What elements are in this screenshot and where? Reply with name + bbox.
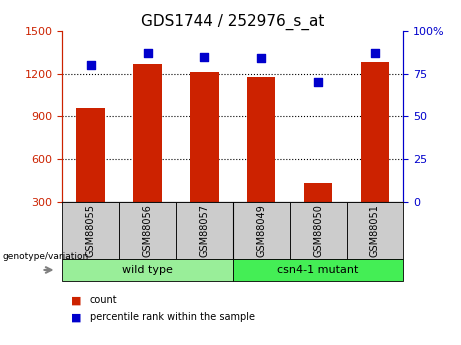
Bar <box>304 183 332 202</box>
Bar <box>347 202 403 259</box>
Point <box>201 54 208 59</box>
Bar <box>62 259 233 281</box>
Bar <box>119 202 176 259</box>
Bar <box>361 62 389 202</box>
Point <box>314 80 322 85</box>
Text: ■: ■ <box>71 295 82 305</box>
Text: percentile rank within the sample: percentile rank within the sample <box>90 313 255 322</box>
Bar <box>190 72 219 202</box>
Text: genotype/variation: genotype/variation <box>2 252 89 261</box>
Bar <box>176 202 233 259</box>
Title: GDS1744 / 252976_s_at: GDS1744 / 252976_s_at <box>141 13 325 30</box>
Bar <box>62 202 119 259</box>
Text: GSM88050: GSM88050 <box>313 204 323 257</box>
Bar <box>77 108 105 202</box>
Text: GSM88051: GSM88051 <box>370 204 380 257</box>
Text: GSM88055: GSM88055 <box>86 204 96 257</box>
Text: count: count <box>90 295 118 305</box>
Bar <box>133 65 162 202</box>
Point <box>144 50 151 56</box>
Text: GSM88049: GSM88049 <box>256 204 266 257</box>
Text: GSM88056: GSM88056 <box>142 204 153 257</box>
Point <box>258 56 265 61</box>
Bar <box>233 202 290 259</box>
Bar <box>290 202 347 259</box>
Bar <box>233 259 403 281</box>
Point <box>87 62 95 68</box>
Text: GSM88057: GSM88057 <box>199 204 209 257</box>
Point <box>371 50 378 56</box>
Text: csn4-1 mutant: csn4-1 mutant <box>278 265 359 275</box>
Text: wild type: wild type <box>122 265 173 275</box>
Bar <box>247 77 276 202</box>
Text: ■: ■ <box>71 313 82 322</box>
